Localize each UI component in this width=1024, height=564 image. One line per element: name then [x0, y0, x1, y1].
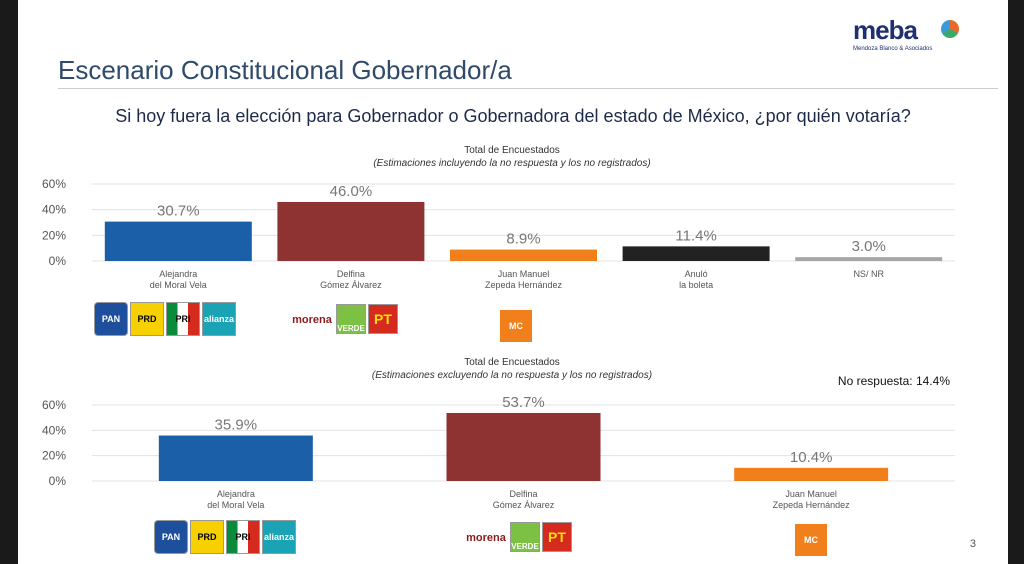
- y-tick-label: 60%: [42, 177, 66, 191]
- mc-logo: MC: [500, 310, 532, 342]
- category-label: Zepeda Hernández: [773, 500, 851, 510]
- coalition-logos-4: morena VERDE PT: [464, 522, 572, 554]
- bar: [734, 467, 889, 481]
- pan-logo: PAN: [154, 520, 188, 554]
- category-label: Zepeda Hernández: [485, 280, 563, 290]
- pt-logo: PT: [368, 304, 398, 334]
- morena-logo: morena: [466, 532, 506, 544]
- survey-question: Si hoy fuera la elección para Gobernador…: [115, 106, 911, 126]
- data-label: 11.4%: [675, 227, 716, 244]
- coalition-logos-3: PAN PRD PRI alianza: [154, 520, 296, 554]
- logo-mark-icon: [941, 20, 959, 38]
- bar: [450, 249, 597, 261]
- verde-logo: VERDE: [510, 522, 540, 552]
- logo-text: meba: [853, 15, 918, 45]
- bar: [622, 246, 770, 261]
- data-label: 35.9%: [215, 417, 258, 434]
- data-label: 3.0%: [852, 238, 886, 255]
- chart-title: Total de Encuestados: [464, 145, 560, 156]
- category-label: NS/ NR: [853, 269, 884, 279]
- bar: [795, 257, 943, 261]
- category-label: Juan Manuel: [785, 489, 837, 499]
- category-label: Anuló: [685, 269, 708, 279]
- divider: [58, 88, 998, 89]
- mc-logo-2: MC: [795, 524, 827, 556]
- y-tick-label: 20%: [42, 228, 66, 242]
- chart-title: Total de Encuestados: [464, 357, 560, 368]
- bar: [277, 201, 425, 261]
- category-label: Alejandra: [159, 269, 197, 279]
- no-respuesta-note: No respuesta: 14.4%: [837, 374, 950, 388]
- mc-logo: MC: [795, 524, 827, 556]
- y-tick-label: 60%: [42, 398, 66, 412]
- category-label: la boleta: [679, 280, 713, 290]
- bar: [104, 221, 252, 261]
- verde-logo: VERDE: [336, 304, 366, 334]
- category-label: del Moral Vela: [150, 280, 207, 290]
- logo-subtext: Mendoza Blanco & Asociados: [853, 46, 933, 52]
- mc-logo-1: MC: [500, 310, 532, 342]
- category-label: Delfina: [337, 269, 365, 279]
- y-tick-label: 20%: [42, 449, 66, 463]
- pri-logo: PRI: [226, 520, 260, 554]
- coalition-logos-2: morena VERDE PT: [290, 304, 398, 336]
- category-label: Juan Manuel: [498, 269, 550, 279]
- page-number: 3: [969, 538, 976, 550]
- category-label: Delfina: [509, 489, 537, 499]
- y-tick-label: 0%: [49, 474, 67, 488]
- category-label: Gómez Álvarez: [493, 500, 555, 510]
- pan-logo: PAN: [94, 302, 128, 336]
- data-label: 53.7%: [502, 394, 545, 411]
- chart-subtitle: (Estimaciones incluyendo la no respuesta…: [373, 158, 650, 169]
- data-label: 46.0%: [330, 183, 373, 200]
- bar: [446, 412, 601, 481]
- data-label: 8.9%: [506, 231, 540, 248]
- alianza-logo: alianza: [262, 520, 296, 554]
- data-label: 30.7%: [157, 203, 200, 220]
- bar: [158, 435, 313, 481]
- pt-logo: PT: [542, 522, 572, 552]
- coalition-logos-1: PAN PRD PRI alianza: [94, 302, 236, 336]
- prd-logo: PRD: [190, 520, 224, 554]
- morena-logo: morena: [292, 314, 332, 326]
- y-tick-label: 0%: [49, 254, 67, 268]
- pri-logo: PRI: [166, 302, 200, 336]
- data-label: 10.4%: [790, 449, 833, 466]
- chart-subtitle: (Estimaciones excluyendo la no respuesta…: [372, 370, 652, 381]
- prd-logo: PRD: [130, 302, 164, 336]
- category-label: Alejandra: [217, 489, 255, 499]
- page-title: Escenario Constitucional Gobernador/a: [58, 55, 512, 85]
- y-tick-label: 40%: [42, 203, 66, 217]
- meba-logo: meba Mendoza Blanco & Asociados: [853, 15, 959, 53]
- category-label: Gómez Álvarez: [320, 280, 382, 290]
- y-tick-label: 40%: [42, 423, 66, 437]
- alianza-logo: alianza: [202, 302, 236, 336]
- category-label: del Moral Vela: [207, 500, 264, 510]
